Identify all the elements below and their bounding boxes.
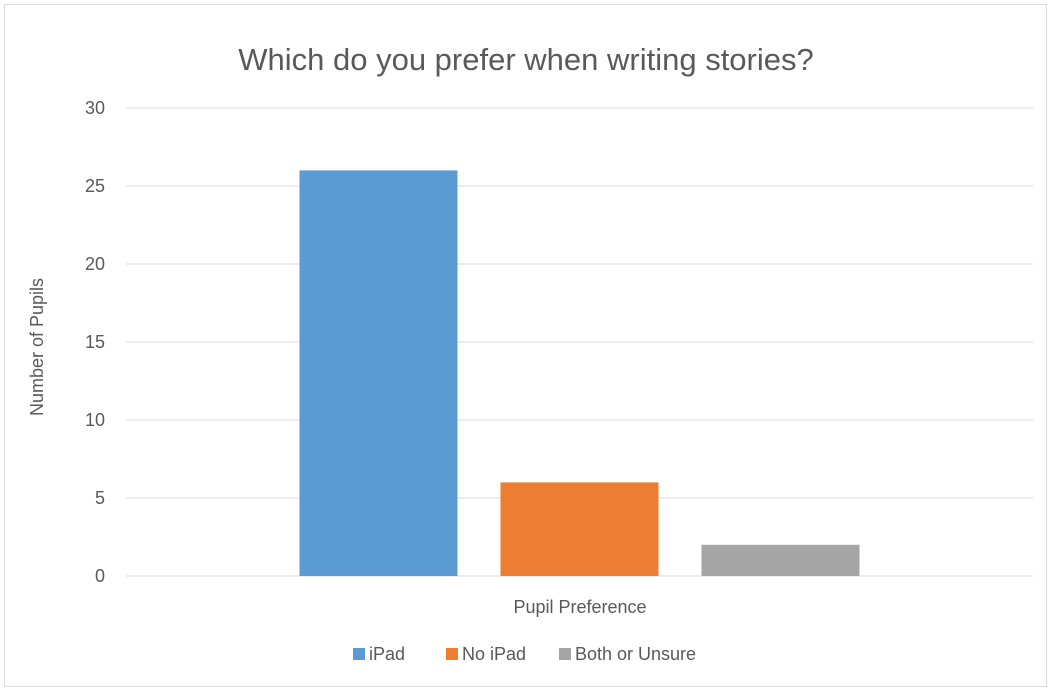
bars — [299, 170, 860, 576]
y-axis-ticks: 0 5 10 15 20 25 30 — [85, 98, 105, 586]
y-tick-label: 15 — [85, 332, 105, 352]
chart-container: Which do you prefer when writing stories… — [4, 4, 1047, 687]
gridlines — [126, 107, 1033, 577]
chart-title: Which do you prefer when writing stories… — [238, 42, 813, 77]
legend-label: Both or Unsure — [575, 644, 696, 664]
legend-swatch — [446, 648, 458, 660]
y-tick-label: 10 — [85, 410, 105, 430]
x-axis-label: Pupil Preference — [513, 597, 646, 617]
y-tick-label: 30 — [85, 98, 105, 118]
legend-label: No iPad — [462, 644, 526, 664]
bar-both-or-unsure — [701, 544, 860, 576]
legend-swatch — [559, 648, 571, 660]
y-tick-label: 5 — [95, 488, 105, 508]
bar-no-ipad — [500, 482, 659, 576]
y-tick-label: 25 — [85, 176, 105, 196]
legend-label: iPad — [369, 644, 405, 664]
legend-swatch — [353, 648, 365, 660]
y-tick-label: 0 — [95, 566, 105, 586]
bar-ipad — [299, 170, 458, 576]
legend: iPad No iPad Both or Unsure — [353, 644, 696, 664]
y-tick-label: 20 — [85, 254, 105, 274]
y-axis-label: Number of Pupils — [27, 278, 47, 416]
bar-chart: Which do you prefer when writing stories… — [27, 42, 1033, 664]
